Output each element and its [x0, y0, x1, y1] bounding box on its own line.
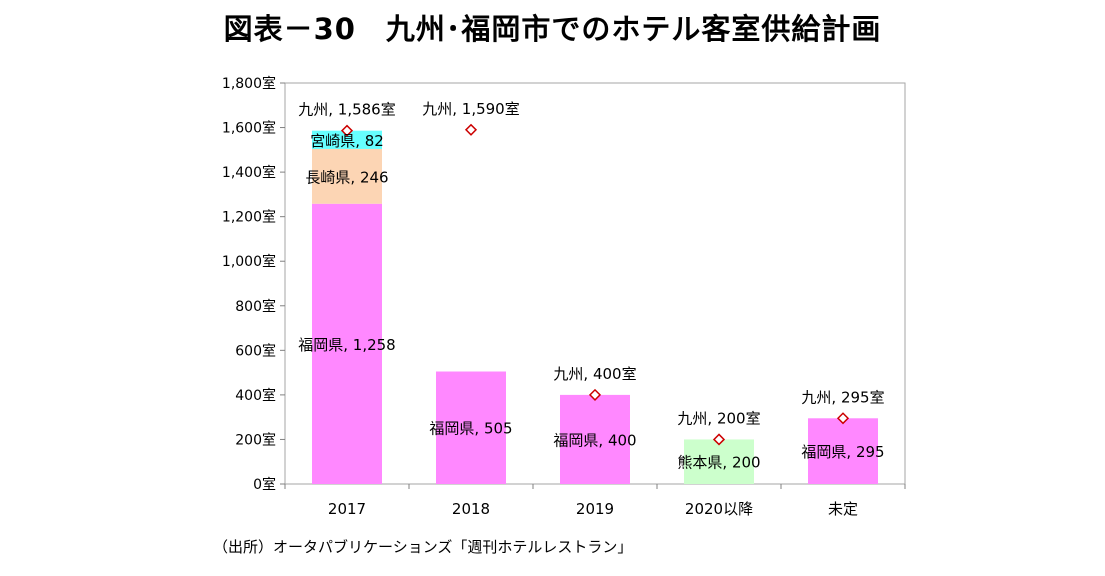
total-label: 九州, 1,590室: [422, 100, 519, 118]
segment-label: 福岡県, 295: [801, 443, 884, 461]
y-tick-label: 400室: [235, 387, 276, 404]
bar-segment: [312, 203, 382, 485]
total-label: 九州, 295室: [801, 388, 884, 406]
total-label: 九州, 1,586室: [298, 101, 395, 119]
segment-label: 福岡県, 505: [429, 420, 512, 438]
chart-title: 図表－30 九州･福岡市でのホテル客室供給計画: [223, 12, 882, 46]
y-axis: 0室 200室 400室 600室 800室 1,000室 1,200室 1,400室 1,60…: [222, 75, 285, 493]
total-marker: [836, 412, 850, 425]
y-tick-label: 1,600室: [222, 120, 276, 137]
data-labels: 福岡県, 1,258 福岡県, 505 福岡県, 400 福岡県, 295 熊本県, 2…: [298, 100, 884, 472]
segment-label: 宮崎県, 82: [310, 132, 384, 150]
source-note: （出所）オータパブリケーションズ「週刊ホテルレストラン」: [213, 538, 633, 556]
x-tick-label: 2017: [328, 500, 366, 518]
x-tick-label: 未定: [828, 500, 858, 518]
x-tick-label: 2019: [576, 500, 614, 518]
total-marker: [340, 124, 354, 137]
total-label: 九州, 200室: [677, 409, 760, 427]
x-tick-label: 2020以降: [685, 500, 753, 518]
segment-label: 福岡県, 400: [553, 431, 636, 449]
total-label: 九州, 400室: [553, 365, 636, 383]
y-tick-label: 1,400室: [222, 164, 276, 181]
total-marker: [588, 388, 602, 401]
y-tick-label: 200室: [235, 431, 276, 448]
total-marker: [464, 123, 478, 136]
bar-segment: [808, 418, 878, 484]
bar-segment: [312, 130, 382, 149]
y-tick-label: 1,200室: [222, 209, 276, 226]
segment-label: 福岡県, 1,258: [298, 336, 395, 354]
x-tick-label: 2018: [452, 500, 490, 518]
total-marker: [712, 433, 726, 446]
bar-segment: [312, 148, 382, 204]
bar-segment: [436, 371, 506, 484]
bar-segment: [560, 394, 630, 484]
y-tick-label: 800室: [235, 298, 276, 315]
y-tick-label: 1,800室: [222, 75, 276, 92]
x-axis: 2017 2018 2019 2020以降 未定: [284, 484, 906, 518]
y-tick-label: 600室: [235, 342, 276, 359]
segment-label: 熊本県, 200: [677, 454, 760, 472]
segment-label: 長崎県, 246: [305, 168, 388, 186]
bar-segment: [684, 439, 754, 484]
total-markers: [340, 123, 850, 446]
bars: [312, 130, 878, 485]
y-tick-label: 0室: [253, 476, 276, 493]
y-tick-label: 1,000室: [222, 253, 276, 270]
